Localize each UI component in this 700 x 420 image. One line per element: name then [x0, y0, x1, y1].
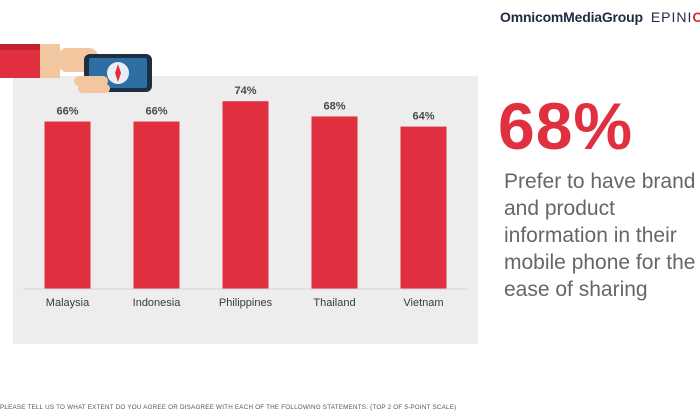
value-label-malaysia: 66% — [56, 106, 78, 118]
brand-secondary-prefix: EPINI — [650, 9, 693, 25]
bar-vietnam — [400, 126, 447, 289]
category-label-thailand: Thailand — [313, 297, 355, 309]
bar-chart: 66% 66% 74% 68% 64% Malaysia Indonesia Philipp… — [23, 85, 468, 309]
bar-thailand — [311, 116, 358, 289]
value-label-philippines: 74% — [234, 85, 256, 97]
category-labels-layer: Malaysia Indonesia Philippines Thailand Viet… — [46, 297, 444, 309]
bars-layer — [44, 101, 447, 290]
value-label-thailand: 68% — [323, 100, 345, 112]
category-label-philippines: Philippines — [219, 297, 273, 309]
hand-holding-phone-compass-icon — [0, 44, 152, 93]
category-label-indonesia: Indonesia — [133, 297, 182, 309]
category-label-malaysia: Malaysia — [46, 297, 90, 309]
bar-philippines — [222, 101, 269, 289]
category-label-vietnam: Vietnam — [403, 297, 443, 309]
headline-stat: 68% — [498, 89, 634, 163]
bar-malaysia — [44, 121, 91, 290]
brand-secondary-accent: O — [692, 9, 700, 25]
value-label-indonesia: 66% — [145, 106, 167, 118]
value-label-vietnam: 64% — [412, 111, 434, 123]
headline-description: Prefer to have brand and product informa… — [504, 170, 696, 301]
brand-logo: OmnicomMediaGroup EPINIO — [500, 9, 700, 25]
bar-indonesia — [133, 121, 180, 290]
brand-secondary: EPINIO — [651, 9, 700, 25]
survey-question-footnote: PLEASE TELL US TO WHAT EXTENT DO YOU AGR… — [0, 404, 457, 411]
brand-primary: OmnicomMediaGroup — [500, 9, 643, 25]
value-labels-layer: 66% 66% 74% 68% 64% — [56, 85, 434, 122]
